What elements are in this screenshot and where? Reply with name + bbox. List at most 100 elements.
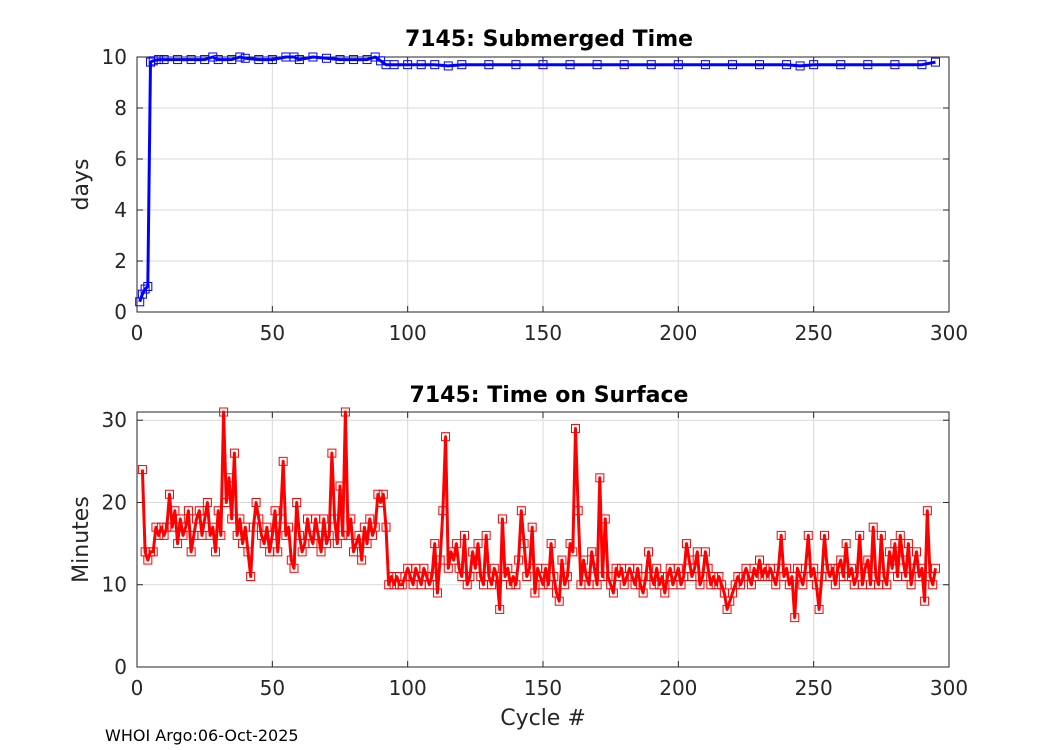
x-tick-label: 250 <box>795 321 833 345</box>
y-tick-label: 10 <box>102 45 127 69</box>
data-point-marker <box>487 580 497 590</box>
data-point-marker <box>847 563 857 573</box>
data-point-marker <box>538 580 548 590</box>
data-point-marker <box>920 596 930 606</box>
data-point-marker <box>294 530 304 540</box>
data-point-marker <box>641 572 651 582</box>
data-point-marker <box>148 56 158 66</box>
data-point-marker <box>811 580 821 590</box>
data-point-marker <box>154 55 164 65</box>
data-point-marker <box>587 547 597 557</box>
data-point-marker <box>430 539 440 549</box>
data-point-marker <box>608 588 618 598</box>
data-point-marker <box>863 555 873 565</box>
chart-title: 7145: Submerged Time <box>405 27 693 52</box>
data-point-marker <box>700 547 710 557</box>
data-point-marker <box>370 522 380 532</box>
data-point-marker <box>219 407 229 417</box>
data-point-marker <box>895 530 905 540</box>
data-point-marker <box>554 596 564 606</box>
data-point-marker <box>917 60 927 70</box>
data-point-marker <box>600 514 610 524</box>
data-point-marker <box>527 522 537 532</box>
data-point-marker <box>809 563 819 573</box>
data-point-marker <box>690 563 700 573</box>
data-point-marker <box>497 514 507 524</box>
data-point-marker <box>457 60 467 70</box>
data-point-marker <box>903 539 913 549</box>
y-tick-label: 0 <box>114 300 127 324</box>
data-point-marker <box>232 530 242 540</box>
data-point-marker <box>354 530 364 540</box>
data-point-marker <box>906 580 916 590</box>
y-tick-label: 2 <box>114 249 127 273</box>
data-point-marker <box>660 588 670 598</box>
data-point-marker <box>313 530 323 540</box>
data-point-marker <box>887 563 897 573</box>
data-point-marker <box>703 563 713 573</box>
x-tick-label: 150 <box>524 676 562 700</box>
x-tick-label: 100 <box>389 676 427 700</box>
data-point-marker <box>868 522 878 532</box>
y-axis-label: Minutes <box>69 496 94 583</box>
data-point-marker <box>573 506 583 516</box>
data-point-marker <box>216 530 226 540</box>
data-point-marker <box>673 60 683 70</box>
data-point-marker <box>782 563 792 573</box>
data-point-marker <box>814 604 824 614</box>
data-point-marker <box>638 588 648 598</box>
data-point-marker <box>595 473 605 483</box>
data-point-marker <box>619 60 629 70</box>
data-point-marker <box>776 530 786 540</box>
y-tick-label: 10 <box>102 573 127 597</box>
data-point-marker <box>343 530 353 540</box>
data-point-marker <box>430 60 440 70</box>
data-point-marker <box>427 572 437 582</box>
data-point-marker <box>771 580 781 590</box>
data-point-marker <box>836 60 846 70</box>
data-point-marker <box>240 53 250 63</box>
data-point-marker <box>698 572 708 582</box>
data-point-marker <box>321 53 331 63</box>
y-tick-label: 4 <box>114 198 127 222</box>
series-line <box>138 55 936 303</box>
data-point-marker <box>294 55 304 65</box>
data-point-marker <box>238 539 248 549</box>
data-point-marker <box>562 572 572 582</box>
data-point-marker <box>357 555 367 565</box>
chart-title: 7145: Time on Surface <box>410 383 689 408</box>
data-point-marker <box>570 423 580 433</box>
data-point-marker <box>649 580 659 590</box>
data-point-marker <box>546 539 556 549</box>
data-point-marker <box>819 530 829 540</box>
data-point-marker <box>481 530 491 540</box>
data-point-marker <box>755 555 765 565</box>
x-tick-label: 0 <box>131 676 144 700</box>
data-point-marker <box>468 547 478 557</box>
data-point-marker <box>170 506 180 516</box>
data-point-marker <box>841 539 851 549</box>
data-point-marker <box>346 514 356 524</box>
data-point-marker <box>809 60 819 70</box>
data-point-marker <box>221 497 231 507</box>
data-point-marker <box>208 522 218 532</box>
data-point-marker <box>208 52 218 62</box>
data-point-marker <box>359 522 369 532</box>
data-point-marker <box>335 481 345 491</box>
data-point-marker <box>684 555 694 565</box>
data-point-marker <box>259 539 269 549</box>
data-point-marker <box>917 563 927 573</box>
data-point-marker <box>876 530 886 540</box>
data-point-marker <box>200 514 210 524</box>
data-point-marker <box>727 60 737 70</box>
data-point-marker <box>213 506 223 516</box>
data-point-marker <box>465 572 475 582</box>
data-point-marker <box>473 539 483 549</box>
data-point-marker <box>162 522 172 532</box>
data-point-marker <box>335 55 345 65</box>
data-point-marker <box>186 55 196 65</box>
data-point-marker <box>516 506 526 516</box>
data-point-marker <box>495 604 505 614</box>
x-tick-label: 300 <box>930 321 968 345</box>
